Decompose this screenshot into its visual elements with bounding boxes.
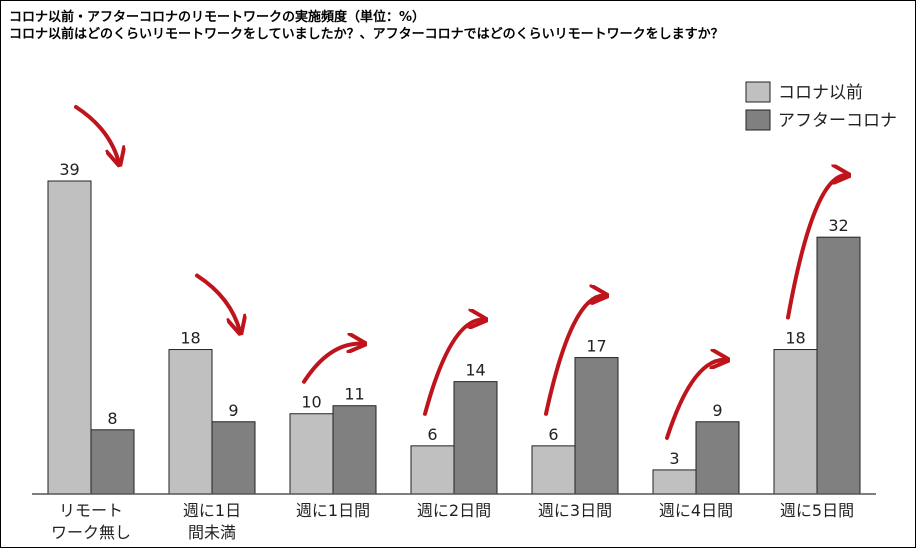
value-label: 9 [228,401,238,420]
legend-swatch-before [745,81,771,103]
bar-after-1 [211,421,256,495]
value-label: 17 [586,337,606,356]
value-label: 10 [301,393,321,412]
title-line-2: コロナ以前はどのくらいリモートワークをしていましたか？、アフターコロナではどのく… [9,27,724,42]
bar-after-3 [453,381,498,495]
trend-arrow [74,105,119,163]
value-label: 9 [712,401,722,420]
value-label: 18 [785,329,805,348]
category-label: 週に1日 [183,501,241,520]
trend-arrow [302,344,363,384]
value-label: 39 [59,160,79,179]
category-label: 週に5日間 [780,501,854,520]
arrows-layer [74,105,847,440]
category-label: 週に3日間 [538,501,612,520]
bar-before-6 [773,349,818,495]
bar-after-5 [695,421,740,495]
category-label: 間未満 [188,523,236,542]
bar-before-2 [289,413,334,495]
legend-swatch-after [745,109,771,131]
category-label: 週に1日間 [296,501,370,520]
legend-label-after: アフターコロナ [778,111,897,131]
value-label: 18 [180,329,200,348]
bars-layer [47,180,861,495]
bar-after-2 [332,405,377,495]
bar-after-0 [90,429,135,495]
trend-arrow [665,360,726,440]
trend-arrow [423,320,484,416]
category-label: 週に4日間 [659,501,733,520]
value-label: 11 [344,385,364,404]
value-label: 8 [107,409,117,428]
value-label: 6 [427,425,437,444]
trend-arrow [195,273,240,332]
title-line-1: コロナ以前・アフターコロナのリモートワークの実施頻度（単位：%） [9,10,426,25]
value-label: 3 [669,449,679,468]
category-label: ワーク無し [51,523,131,542]
bar-before-5 [652,469,697,495]
legend-label-before: コロナ以前 [778,83,863,103]
bar-after-6 [816,236,861,495]
trend-arrow [544,296,605,416]
chart-title: コロナ以前・アフターコロナのリモートワークの実施頻度（単位：%） コロナ以前はど… [9,9,724,43]
bar-before-4 [531,445,576,495]
bar-before-3 [410,445,455,495]
value-label: 6 [548,425,558,444]
category-label: リモート [59,501,123,520]
value-label: 32 [828,216,848,235]
category-label: 週に2日間 [417,501,491,520]
trend-arrow [786,175,847,320]
bar-before-0 [47,180,92,495]
bar-before-1 [168,349,213,495]
value-label: 14 [465,361,485,380]
bar-after-4 [574,357,619,495]
